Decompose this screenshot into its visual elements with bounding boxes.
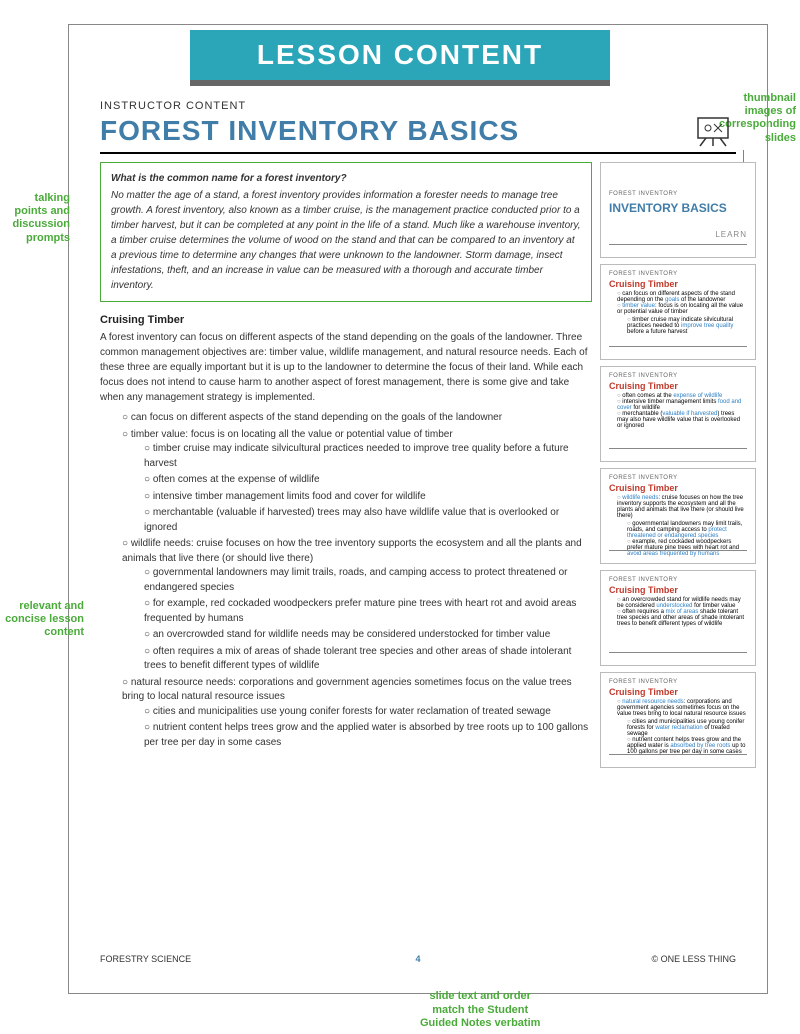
- bullet-sub-item: cities and municipalities use young coni…: [144, 705, 592, 720]
- kicker: INSTRUCTOR CONTENT: [100, 100, 758, 112]
- bullet-item: natural resource needs: corporations and…: [122, 676, 592, 751]
- footer-left: FORESTRY SCIENCE: [100, 954, 191, 964]
- footer-right: © ONE LESS THING: [652, 954, 737, 964]
- slide-thumb: FOREST INVENTORY Cruising Timber wildlif…: [600, 468, 756, 564]
- slide-thumb: FOREST INVENTORY Cruising Timber an over…: [600, 570, 756, 666]
- bullet-sub-item: governmental landowners may limit trails…: [144, 566, 592, 595]
- bullet-item: timber value: focus is on locating all t…: [122, 428, 592, 536]
- easel-icon: [694, 114, 736, 148]
- bullet-sub-item: often comes at the expense of wildlife: [144, 473, 592, 488]
- bullets: can focus on different aspects of the st…: [100, 411, 592, 750]
- banner: LESSON CONTENT: [190, 30, 610, 86]
- callout-talking: talkingpoints anddiscussionprompts: [0, 192, 70, 245]
- left-col: What is the common name for a forest inv…: [100, 162, 592, 774]
- para1: A forest inventory can focus on differen…: [100, 330, 592, 405]
- callout-bottom: slide text and ordermatch the StudentGui…: [420, 990, 540, 1030]
- slide-thumb: FOREST INVENTORY Cruising Timber can foc…: [600, 264, 756, 360]
- footer: FORESTRY SCIENCE 4 © ONE LESS THING: [100, 954, 736, 964]
- bullet-sub-item: often requires a mix of areas of shade t…: [144, 645, 592, 674]
- slide-thumb: FOREST INVENTORY Cruising Timber often c…: [600, 366, 756, 462]
- hr: [100, 152, 736, 154]
- title: FOREST INVENTORY BASICS: [100, 115, 519, 147]
- footer-page: 4: [415, 954, 420, 964]
- callout-relevant: relevant andconcise lessoncontent: [0, 600, 84, 640]
- greenbox-body: No matter the age of a stand, a forest i…: [111, 188, 581, 293]
- slide-thumb: FOREST INVENTORY Cruising Timber natural…: [600, 672, 756, 768]
- greenbox-q: What is the common name for a forest inv…: [111, 171, 581, 186]
- bullet-item: can focus on different aspects of the st…: [122, 411, 592, 426]
- bullet-sub-item: nutrient content helps trees grow and th…: [144, 721, 592, 750]
- section-h: Cruising Timber: [100, 314, 592, 326]
- slide-thumb: FOREST INVENTORY INVENTORY BASICS LEARN: [600, 162, 756, 258]
- green-box: What is the common name for a forest inv…: [100, 162, 592, 302]
- main-cols: What is the common name for a forest inv…: [78, 162, 758, 774]
- bullet-sub-item: intensive timber management limits food …: [144, 490, 592, 505]
- bullet-sub-item: timber cruise may indicate silvicultural…: [144, 442, 592, 471]
- bullet-sub-item: for example, red cockaded woodpeckers pr…: [144, 597, 592, 626]
- thumbs: FOREST INVENTORY INVENTORY BASICS LEARN …: [600, 162, 758, 774]
- title-row: FOREST INVENTORY BASICS: [100, 114, 758, 148]
- bullet-item: wildlife needs: cruise focuses on how th…: [122, 537, 592, 674]
- content-area: INSTRUCTOR CONTENT FOREST INVENTORY BASI…: [78, 100, 758, 970]
- bullet-sub-item: merchantable (valuable if harvested) tre…: [144, 506, 592, 535]
- bullet-sub-item: an overcrowded stand for wildlife needs …: [144, 628, 592, 643]
